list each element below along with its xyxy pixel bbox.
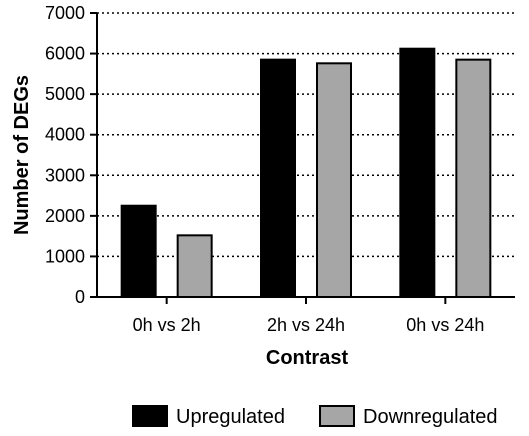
bars bbox=[120, 47, 492, 299]
bar-downregulated-0 bbox=[176, 234, 213, 298]
bar-upregulated-0 bbox=[120, 204, 157, 298]
y-tick-label: 1000 bbox=[45, 246, 85, 266]
y-tick-label: 2000 bbox=[45, 206, 85, 226]
x-tick-label: 2h vs 24h bbox=[267, 315, 345, 335]
y-tick-label: 6000 bbox=[45, 44, 85, 64]
gridlines bbox=[97, 12, 515, 258]
y-tick-label: 3000 bbox=[45, 165, 85, 185]
y-tick-label: 7000 bbox=[45, 3, 85, 23]
y-axis-title: Number of DEGs bbox=[11, 75, 33, 235]
bar-upregulated-1 bbox=[260, 58, 296, 298]
legend: Upregulated Downregulated bbox=[132, 405, 498, 428]
x-tick-label: 0h vs 2h bbox=[133, 315, 201, 335]
bar-upregulated-2 bbox=[399, 47, 436, 299]
x-axis-ticks: 0h vs 2h 2h vs 24h 0h vs 24h bbox=[133, 297, 484, 335]
bar-downregulated-2 bbox=[455, 58, 492, 298]
x-axis-title: Contrast bbox=[266, 347, 349, 369]
legend-swatch-upregulated bbox=[132, 405, 168, 427]
y-axis-ticks: 0 1000 2000 3000 4000 5000 6000 7000 bbox=[45, 3, 97, 307]
x-tick-label: 0h vs 24h bbox=[406, 315, 484, 335]
y-tick-label: 0 bbox=[75, 287, 85, 307]
legend-label-downregulated: Downregulated bbox=[363, 406, 498, 428]
legend-swatch-downregulated bbox=[319, 405, 355, 427]
bar-downregulated-1 bbox=[316, 62, 352, 298]
legend-label-upregulated: Upregulated bbox=[176, 406, 285, 428]
y-tick-label: 4000 bbox=[45, 125, 85, 145]
y-tick-label: 5000 bbox=[45, 84, 85, 104]
